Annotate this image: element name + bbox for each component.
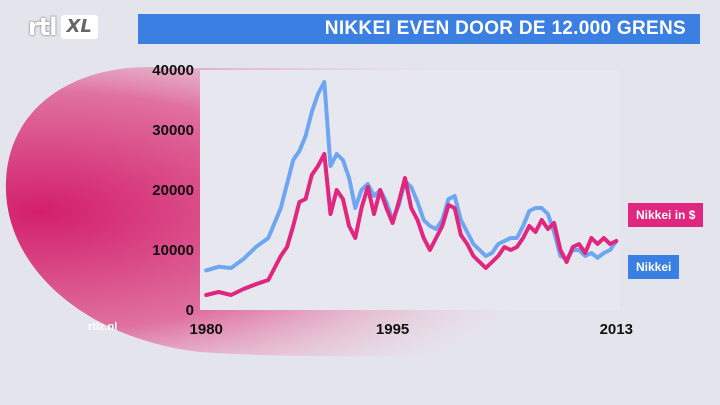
y-tick-label: 0: [186, 302, 194, 319]
y-tick-label: 40000: [152, 62, 194, 79]
logo-sub: XL: [60, 15, 98, 39]
y-axis: 0 10000 20000 30000 40000: [152, 62, 194, 319]
rtl-xl-logo: rtl XL: [28, 12, 98, 42]
x-tick-label: 1980: [190, 321, 223, 338]
series-line-nikkei-usd: [204, 152, 619, 297]
website-watermark: rtlz.nl: [88, 321, 118, 333]
y-tick-label: 20000: [152, 182, 194, 199]
x-tick-label: 2013: [600, 321, 633, 338]
x-tick-label: 1995: [376, 321, 409, 338]
series-line-nikkei: [204, 80, 619, 273]
chart-title: NIKKEI EVEN DOOR DE 12.000 GRENS: [324, 18, 686, 39]
series-label-nikkei-usd: Nikkei in $: [628, 203, 704, 227]
y-tick-label: 30000: [152, 122, 194, 139]
series-label-nikkei: Nikkei: [628, 255, 680, 279]
x-axis: 1980 1995 2013: [190, 321, 633, 338]
title-bar: NIKKEI EVEN DOOR DE 12.000 GRENS: [138, 14, 700, 44]
plot-area: [200, 70, 620, 310]
series-lines: [204, 80, 619, 297]
y-tick-label: 10000: [152, 242, 194, 259]
logo-main: rtl: [28, 13, 58, 41]
